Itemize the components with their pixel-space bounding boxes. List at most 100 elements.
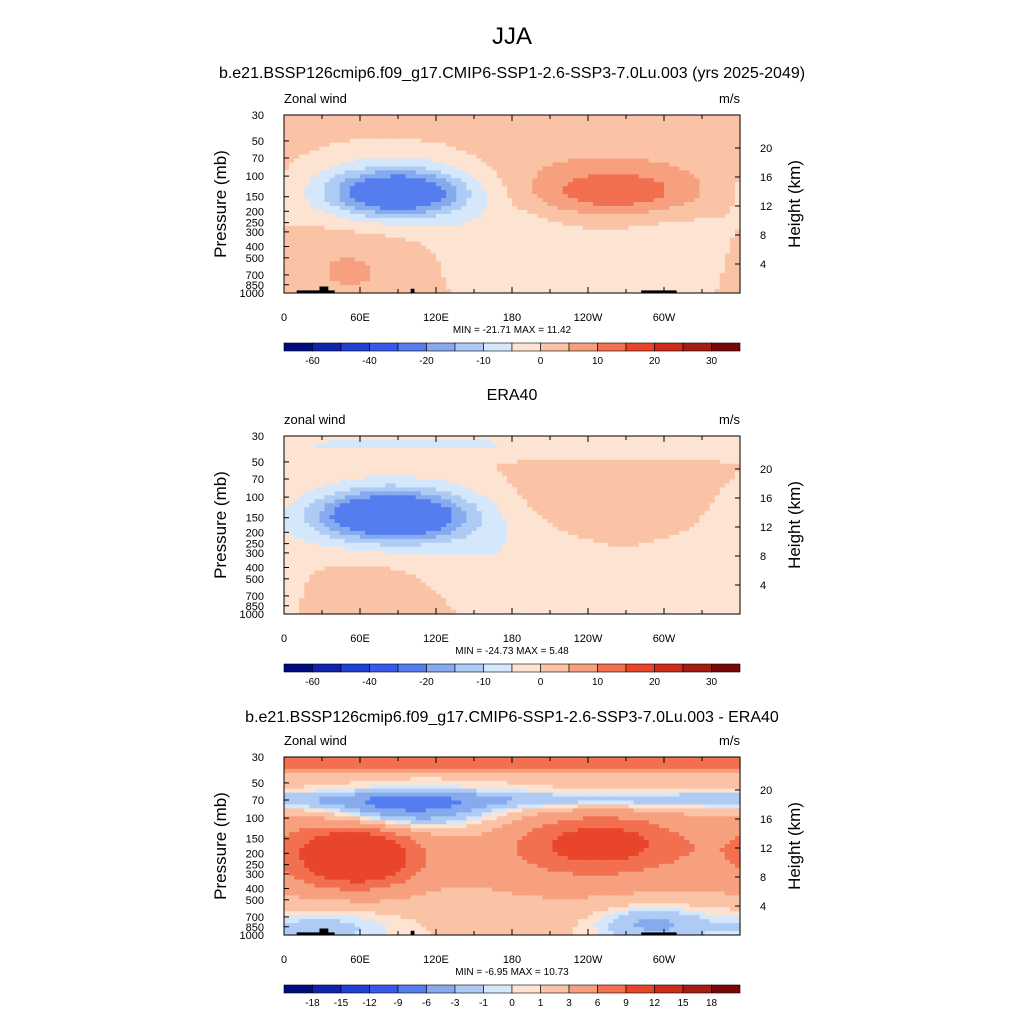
field-cell: [679, 150, 685, 156]
field-cell: [593, 257, 599, 262]
field-cell: [370, 209, 376, 215]
field-cell: [638, 237, 645, 243]
field-cell: [669, 229, 675, 235]
field-cell: [390, 170, 397, 175]
field-cell: [684, 202, 690, 207]
field-cell: [294, 146, 300, 152]
field-cell: [441, 158, 447, 164]
field-cell: [664, 261, 670, 266]
field-cell: [456, 261, 462, 266]
field-cell: [729, 229, 736, 235]
field-cell: [395, 217, 402, 223]
field-cell: [598, 138, 604, 144]
field-cell: [719, 463, 726, 469]
field-cell: [456, 182, 462, 187]
colorbar-label: -20: [419, 356, 434, 367]
field-cell: [699, 190, 706, 195]
field-cell: [709, 249, 716, 255]
field-cell: [496, 451, 503, 457]
field-cell: [385, 142, 391, 148]
field-cell: [491, 205, 498, 211]
field-cell: [689, 241, 695, 247]
field-cell: [734, 451, 741, 457]
field-cell: [491, 265, 498, 270]
field-cell: [324, 281, 331, 286]
field-cell: [562, 443, 569, 449]
field-cell: [395, 455, 402, 461]
field-cell: [547, 134, 554, 140]
field-cell: [704, 229, 711, 235]
field-cell: [638, 170, 645, 175]
field-cell: [608, 162, 614, 168]
field-cell: [451, 436, 457, 441]
field-cell: [532, 130, 538, 136]
field-cell: [289, 158, 295, 164]
field-cell: [466, 202, 473, 207]
field-cell: [628, 170, 635, 175]
field-cell: [415, 166, 422, 171]
field-cell: [527, 115, 533, 120]
field-cell: [410, 166, 417, 171]
terrain-block: [641, 290, 677, 293]
field-cell: [603, 277, 609, 282]
field-cell: [471, 447, 478, 453]
field-cell: [557, 273, 564, 278]
field-cell: [684, 221, 690, 227]
field-cell: [603, 130, 609, 136]
field-cell: [527, 225, 533, 231]
field-cell: [461, 439, 467, 445]
field-cell: [506, 233, 513, 239]
field-cell: [400, 447, 407, 453]
field-cell: [334, 471, 341, 477]
field-cell: [648, 130, 655, 136]
field-cell: [679, 178, 685, 183]
field-cell: [289, 471, 295, 477]
field-cell: [501, 455, 508, 461]
field-cell: [284, 178, 290, 183]
field-cell: [577, 142, 584, 148]
field-cell: [430, 178, 437, 183]
field-cell: [299, 455, 305, 461]
field-cell: [603, 447, 609, 453]
field-cell: [674, 205, 680, 211]
field-cell: [664, 198, 670, 203]
field-cell: [441, 249, 447, 255]
field-cell: [643, 237, 650, 243]
field-cell: [648, 209, 655, 215]
field-cell: [542, 273, 549, 278]
field-cell: [598, 455, 604, 461]
field-cell: [618, 241, 625, 247]
field-cell: [496, 257, 503, 262]
field-cell: [370, 213, 376, 219]
field-cell: [669, 455, 675, 461]
field-cell: [593, 205, 599, 211]
field-cell: [689, 158, 695, 164]
field-cell: [658, 245, 665, 251]
field-cell: [734, 269, 741, 274]
field-cell: [496, 281, 503, 286]
field-cell: [582, 439, 589, 445]
field-cell: [653, 245, 660, 251]
field-cell: [547, 269, 554, 274]
field-cell: [729, 455, 736, 461]
field-cell: [512, 229, 518, 235]
y-tick-label: 150: [246, 192, 264, 204]
field-cell: [557, 221, 564, 227]
field-cell: [501, 447, 508, 453]
field-cell: [496, 245, 503, 251]
field-cell: [719, 158, 726, 164]
field-cell: [729, 130, 736, 136]
field-cell: [385, 194, 391, 199]
field-cell: [567, 174, 574, 179]
field-cell: [309, 265, 315, 270]
field-cell: [405, 198, 412, 203]
field-cell: [588, 190, 594, 195]
field-cell: [420, 265, 427, 270]
field-cell: [324, 229, 331, 235]
field-cell: [319, 150, 326, 156]
field-cell: [689, 130, 695, 136]
field-cell: [430, 138, 437, 144]
field-cell: [360, 217, 366, 223]
field-cell: [400, 202, 407, 207]
